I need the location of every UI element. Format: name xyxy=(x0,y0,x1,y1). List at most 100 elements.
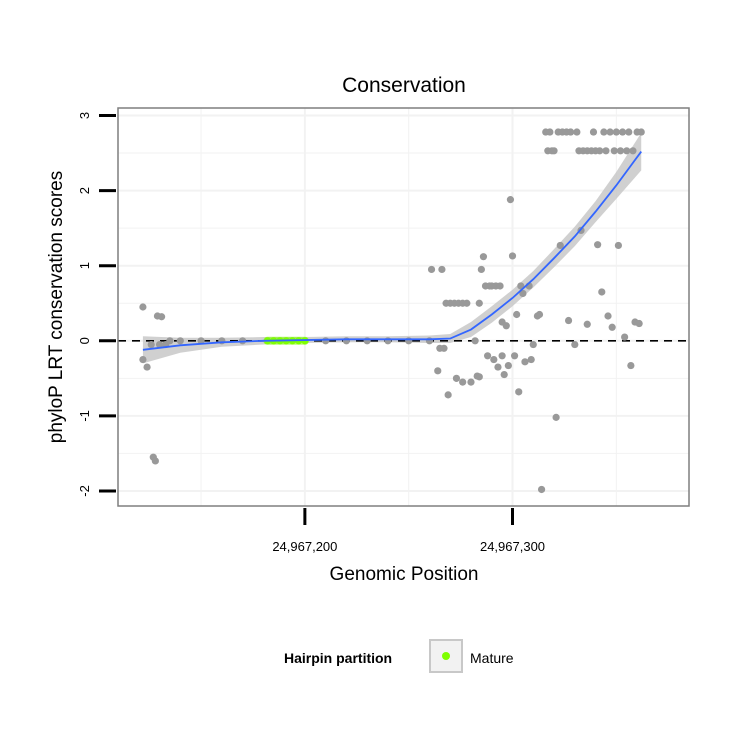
data-point xyxy=(612,128,620,136)
y-tick-label: 2 xyxy=(77,187,92,194)
smooth-line xyxy=(142,151,642,351)
data-point xyxy=(494,363,502,371)
data-point xyxy=(627,361,635,370)
data-point xyxy=(405,337,413,345)
data-point xyxy=(571,340,579,349)
data-point xyxy=(602,147,610,155)
data-point xyxy=(498,352,506,360)
data-point xyxy=(475,373,483,381)
data-point xyxy=(589,128,598,136)
data-point xyxy=(151,457,159,465)
data-point xyxy=(606,128,614,136)
data-point xyxy=(139,303,147,311)
data-point xyxy=(567,128,575,136)
data-point xyxy=(506,196,515,204)
data-point xyxy=(513,310,521,319)
data-point xyxy=(502,322,510,330)
y-axis-title: phyloP LRT conservation scores xyxy=(46,171,67,444)
data-point xyxy=(608,323,616,331)
y-tick-label: 1 xyxy=(77,262,92,269)
data-point xyxy=(583,320,591,328)
y-tick-label: -1 xyxy=(77,410,92,422)
data-point xyxy=(564,316,573,325)
data-point xyxy=(527,355,535,364)
data-point xyxy=(508,252,517,260)
plot-panel xyxy=(117,107,690,507)
data-point xyxy=(155,340,164,349)
x-tick-label: 24,967,200 xyxy=(272,539,337,554)
legend: Hairpin partition Mature xyxy=(284,639,514,673)
data-point xyxy=(477,265,485,274)
data-point xyxy=(176,337,184,345)
x-axis-title: Genomic Position xyxy=(330,564,479,585)
data-point xyxy=(515,388,523,396)
smooth-layer xyxy=(142,151,642,351)
panel-background xyxy=(118,108,689,506)
data-point xyxy=(618,128,627,136)
y-tick-label: 3 xyxy=(77,112,92,119)
data-point xyxy=(438,265,446,274)
panel-border xyxy=(117,107,690,507)
data-point xyxy=(197,337,205,345)
data-point xyxy=(598,288,606,296)
chart-title: Conservation xyxy=(342,74,466,97)
x-tick-label: 24,967,300 xyxy=(480,539,545,554)
data-point xyxy=(427,265,436,274)
data-point xyxy=(529,340,537,349)
data-point xyxy=(594,241,602,249)
data-point xyxy=(614,241,623,250)
data-point xyxy=(625,128,633,136)
data-point xyxy=(510,352,519,360)
data-point xyxy=(596,147,604,155)
data-point xyxy=(322,337,330,345)
data-point xyxy=(496,282,504,290)
data-point xyxy=(604,312,612,320)
data-point xyxy=(637,128,645,136)
data-point xyxy=(616,147,625,155)
data-point xyxy=(471,337,479,345)
legend-label-mature: Mature xyxy=(470,650,514,666)
data-point xyxy=(610,147,618,155)
data-point xyxy=(500,370,508,379)
data-point xyxy=(537,485,546,494)
data-point xyxy=(475,299,483,307)
y-tick-label: 0 xyxy=(77,337,92,344)
points-layer xyxy=(139,128,645,494)
data-point xyxy=(635,319,643,328)
legend-title: Hairpin partition xyxy=(284,650,392,666)
data-point xyxy=(463,299,471,307)
data-point xyxy=(467,378,475,386)
data-point xyxy=(556,241,564,250)
data-point xyxy=(363,337,371,345)
data-point xyxy=(440,344,448,352)
data-point xyxy=(147,340,155,349)
y-axis: -2 -1 0 1 2 3 xyxy=(77,112,116,497)
data-point xyxy=(434,367,442,375)
data-point xyxy=(139,355,147,364)
data-point xyxy=(479,253,488,261)
data-point xyxy=(521,358,529,366)
data-point xyxy=(623,147,631,155)
data-point xyxy=(342,337,350,345)
data-point xyxy=(459,378,467,386)
data-point xyxy=(552,413,560,421)
data-point xyxy=(452,374,461,382)
x-axis: 24,967,200 24,967,300 xyxy=(272,508,545,554)
data-point xyxy=(444,391,452,399)
data-point xyxy=(600,128,608,136)
data-point xyxy=(573,128,581,136)
data-point xyxy=(629,147,637,155)
data-point xyxy=(621,333,629,341)
data-point xyxy=(143,363,151,371)
data-point xyxy=(535,310,544,319)
y-tick-label: -2 xyxy=(77,485,92,497)
data-point xyxy=(546,128,554,136)
data-point xyxy=(483,352,492,360)
data-point xyxy=(490,355,498,364)
data-point xyxy=(519,289,527,298)
data-point xyxy=(504,361,512,370)
data-point xyxy=(166,337,174,345)
data-point xyxy=(384,337,392,345)
legend-key-mature-dot xyxy=(442,652,450,660)
